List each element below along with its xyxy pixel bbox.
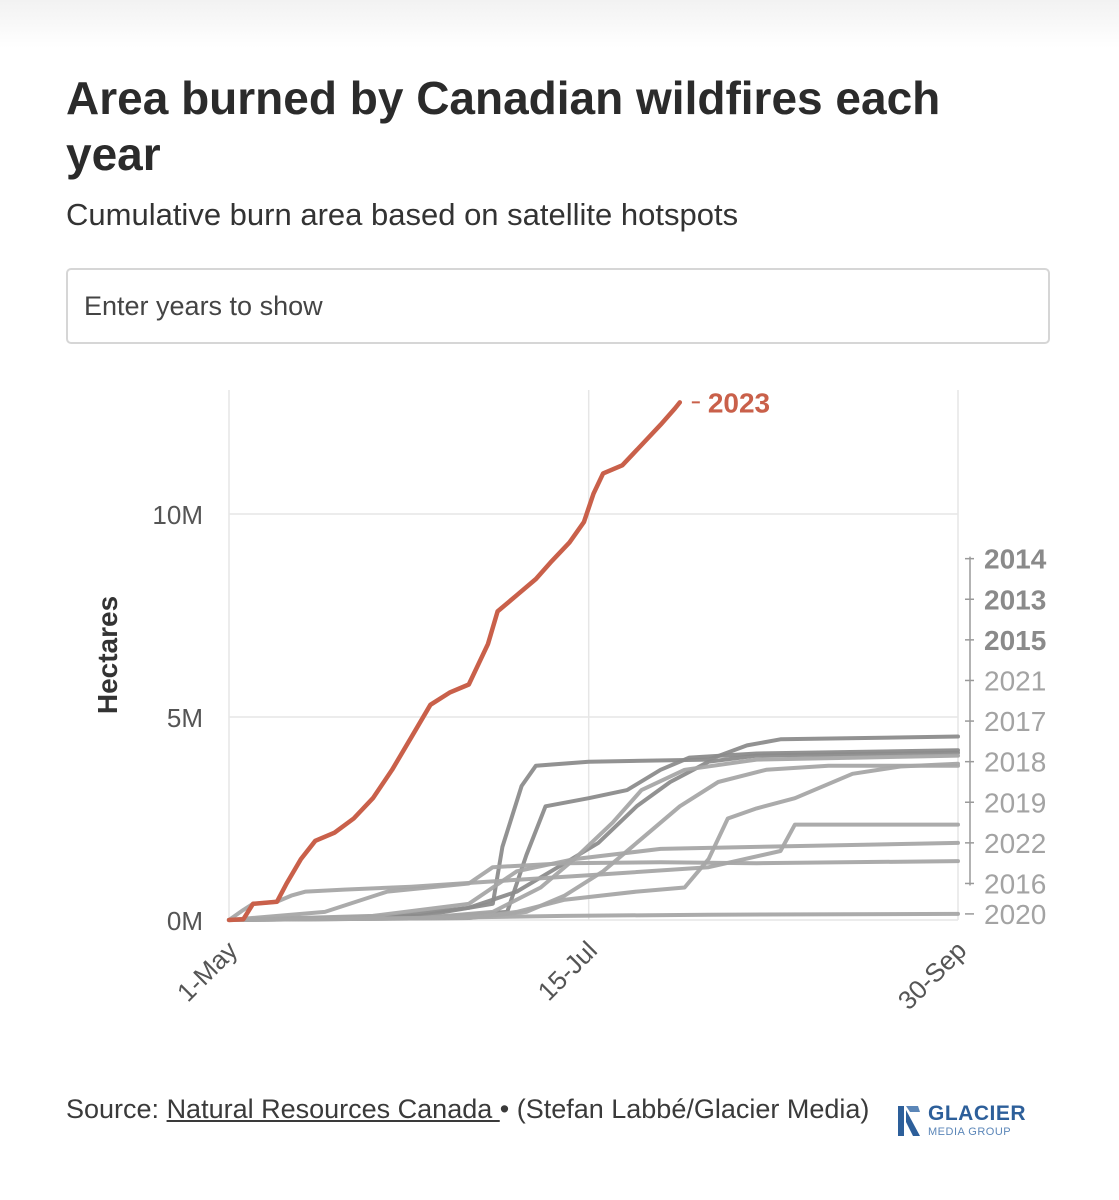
series-label-2015: 2015 xyxy=(984,625,1046,656)
series-label-2016: 2016 xyxy=(984,868,1046,899)
glacier-logo-icon xyxy=(898,1106,920,1136)
series-label-2019: 2019 xyxy=(984,787,1046,818)
x-tick-label: 30-Sep xyxy=(892,935,972,1015)
series-line-2021 xyxy=(227,753,960,922)
top-shadow xyxy=(0,0,1119,48)
series-label-2020: 2020 xyxy=(984,899,1046,930)
series-line-2020 xyxy=(227,911,960,922)
glacier-media-logo: GLACIER MEDIA GROUP xyxy=(896,1102,1046,1142)
chart: 0M 5M 10M 1-May 15-Jul 30-Sep Hectares 2023 2014… xyxy=(92,387,1047,1015)
source-credit: • (Stefan Labbé/Glacier Media) xyxy=(499,1094,870,1124)
source-link[interactable]: Natural Resources Canada xyxy=(166,1094,500,1124)
series-line-2016 xyxy=(227,859,960,922)
series-line-2023 xyxy=(226,400,683,923)
y-tick-label: 0M xyxy=(167,906,203,936)
chart-subtitle: Cumulative burn area based on satellite … xyxy=(66,197,739,232)
y-tick-label: 10M xyxy=(152,500,203,530)
source-footer: Source: Natural Resources Canada • (Stef… xyxy=(66,1090,886,1128)
source-prefix: Source: xyxy=(66,1094,167,1124)
x-tick-label: 15-Jul xyxy=(532,935,603,1006)
series-label-2014: 2014 xyxy=(984,544,1047,575)
y-axis-label: Hectares xyxy=(92,596,123,714)
series-line-2015 xyxy=(227,750,960,922)
logo-text-media-group: MEDIA GROUP xyxy=(928,1126,1012,1138)
y-tick-label: 5M xyxy=(167,703,203,733)
chart-title: Area burned by Canadian wildfires each y… xyxy=(66,72,941,180)
series-label-2023: 2023 xyxy=(708,387,770,418)
series-label-2017: 2017 xyxy=(984,706,1046,737)
logo-text-glacier: GLACIER xyxy=(928,1102,1026,1125)
years-search-input[interactable] xyxy=(66,268,1050,344)
x-tick-label: 1-May xyxy=(171,935,243,1007)
series-label-2021: 2021 xyxy=(984,665,1046,696)
series-label-2018: 2018 xyxy=(984,747,1046,778)
series-label-2013: 2013 xyxy=(984,584,1046,615)
series-line-2018 xyxy=(227,761,960,922)
series-label-2022: 2022 xyxy=(984,828,1046,859)
